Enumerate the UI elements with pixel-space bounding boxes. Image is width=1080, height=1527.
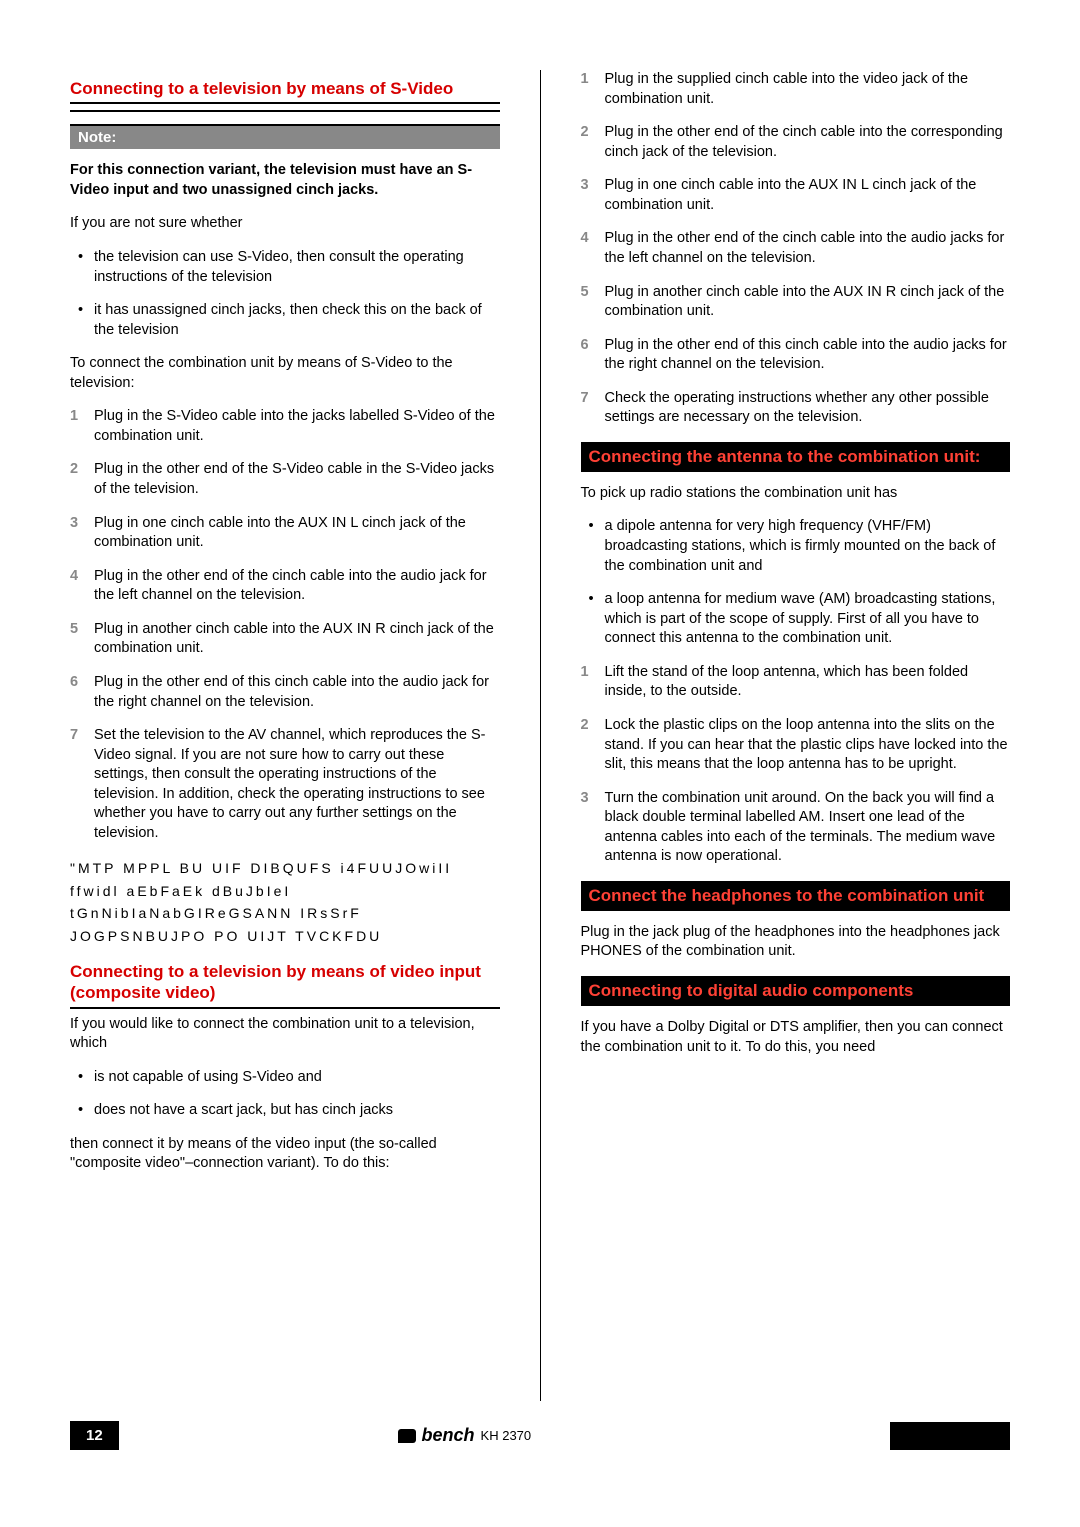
step-text: Turn the combination unit around. On the…: [605, 790, 996, 865]
step-number: 2: [70, 460, 78, 480]
paragraph: To pick up radio stations the combinatio…: [581, 484, 1011, 504]
header-text: Connecting to digital audio components: [589, 981, 914, 1000]
step-item: 3 Plug in one cinch cable into the AUX IN…: [581, 176, 1011, 215]
step-item: 4 Plug in the other end of the cinch cabl…: [581, 229, 1011, 268]
step-number: 1: [70, 407, 78, 427]
step-item: 1 Plug in the S-Video cable into the jack…: [70, 407, 500, 446]
bullet-item: is not capable of using S-Video and: [70, 1068, 500, 1088]
step-number: 4: [70, 567, 78, 587]
step-text: Plug in the other end of this cinch cabl…: [605, 337, 1007, 373]
bullet-item: it has unassigned cinch jacks, then chec…: [70, 301, 500, 340]
bullet-item: a loop antenna for medium wave (AM) broa…: [581, 590, 1011, 649]
step-number: 5: [581, 283, 589, 303]
step-text: Plug in the other end of this cinch cabl…: [94, 674, 489, 710]
step-number: 7: [581, 389, 589, 409]
step-number: 3: [581, 176, 589, 196]
step-item: 5 Plug in another cinch cable into the AU…: [581, 283, 1011, 322]
footer-center: bench KH 2370: [119, 1425, 810, 1446]
step-text: Plug in the other end of the cinch cable…: [605, 230, 1005, 266]
step-text: Plug in the other end of the cinch cable…: [94, 568, 487, 604]
bullet-item: a dipole antenna for very high frequency…: [581, 517, 1011, 576]
step-text: Lock the plastic clips on the loop anten…: [605, 717, 1008, 772]
step-number: 3: [70, 514, 78, 534]
black-header-headphones: Connect the headphones to the combinatio…: [581, 881, 1011, 911]
step-number: 4: [581, 229, 589, 249]
step-text: Plug in the other end of the S-Video cab…: [94, 461, 494, 497]
right-column: 1 Plug in the supplied cinch cable into t…: [581, 70, 1011, 1401]
step-item: 5 Plug in another cinch cable into the AU…: [70, 620, 500, 659]
brand-name: bench: [422, 1425, 475, 1446]
step-item: 2 Plug in the other end of the S-Video ca…: [70, 460, 500, 499]
left-column: Connecting to a television by means of S…: [70, 70, 500, 1401]
step-item: 6 Plug in the other end of this cinch cab…: [70, 673, 500, 712]
paragraph: To connect the combination unit by means…: [70, 354, 500, 393]
paragraph: Plug in the jack plug of the headphones …: [581, 923, 1011, 962]
step-text: Check the operating instructions whether…: [605, 390, 989, 426]
page-footer: 12 bench KH 2370: [70, 1421, 1010, 1450]
step-item: 2 Plug in the other end of the cinch cabl…: [581, 123, 1011, 162]
bullet-item: does not have a scart jack, but has cinc…: [70, 1101, 500, 1121]
note-text: For this connection variant, the televis…: [70, 161, 500, 200]
header-text: Connect the headphones to the combinatio…: [589, 886, 985, 905]
step-number: 3: [581, 789, 589, 809]
step-text: Plug in another cinch cable into the AUX…: [94, 621, 494, 657]
step-item: 4 Plug in the other end of the cinch cabl…: [70, 567, 500, 606]
numbered-steps: 1 Plug in the supplied cinch cable into t…: [581, 70, 1011, 428]
step-number: 1: [581, 70, 589, 90]
step-text: Set the television to the AV channel, wh…: [94, 727, 485, 841]
step-item: 3 Turn the combination unit around. On th…: [581, 789, 1011, 867]
step-item: 6 Plug in the other end of this cinch cab…: [581, 336, 1011, 375]
step-number: 2: [581, 716, 589, 736]
step-item: 1 Lift the stand of the loop antenna, whi…: [581, 663, 1011, 702]
header-text: Connecting the antenna to the combinatio…: [589, 447, 981, 466]
bullet-list: a dipole antenna for very high frequency…: [581, 517, 1011, 648]
step-number: 7: [70, 726, 78, 746]
paragraph: then connect it by means of the video in…: [70, 1135, 500, 1174]
step-number: 5: [70, 620, 78, 640]
black-header-antenna: Connecting the antenna to the combinatio…: [581, 442, 1011, 472]
column-divider: [540, 70, 541, 1401]
black-header-digital: Connecting to digital audio components: [581, 976, 1011, 1006]
bullet-item: the television can use S-Video, then con…: [70, 248, 500, 287]
two-column-content: Connecting to a television by means of S…: [70, 70, 1010, 1401]
step-item: 7 Set the television to the AV channel, w…: [70, 726, 500, 843]
step-text: Plug in the S-Video cable into the jacks…: [94, 408, 495, 444]
step-number: 6: [70, 673, 78, 693]
footer-bar: [890, 1422, 1010, 1450]
numbered-steps: 1 Plug in the S-Video cable into the jack…: [70, 407, 500, 843]
page: Connecting to a television by means of S…: [0, 0, 1080, 1490]
step-text: Plug in another cinch cable into the AUX…: [605, 284, 1005, 320]
step-item: 7 Check the operating instructions whethe…: [581, 389, 1011, 428]
section-title-svideo: Connecting to a television by means of S…: [70, 78, 500, 104]
step-item: 2 Lock the plastic clips on the loop ante…: [581, 716, 1011, 775]
paragraph: If you would like to connect the combina…: [70, 1015, 500, 1054]
step-text: Plug in the supplied cinch cable into th…: [605, 71, 969, 107]
intro-paragraph: If you are not sure whether: [70, 214, 500, 234]
page-number: 12: [70, 1421, 119, 1450]
step-number: 1: [581, 663, 589, 683]
section-title-composite: Connecting to a television by means of v…: [70, 961, 500, 1009]
paragraph: If you have a Dolby Digital or DTS ampli…: [581, 1018, 1011, 1057]
step-text: Lift the stand of the loop antenna, whic…: [605, 664, 969, 700]
brand-icon: [398, 1429, 416, 1443]
step-number: 6: [581, 336, 589, 356]
footer-right: [810, 1422, 1010, 1450]
step-text: Plug in the other end of the cinch cable…: [605, 124, 1003, 160]
step-text: Plug in one cinch cable into the AUX IN …: [94, 515, 466, 551]
step-text: Plug in one cinch cable into the AUX IN …: [605, 177, 977, 213]
numbered-steps: 1 Lift the stand of the loop antenna, whi…: [581, 663, 1011, 867]
note-label: Note:: [70, 124, 500, 149]
title-underline: [70, 110, 500, 112]
model-number: KH 2370: [481, 1428, 532, 1443]
step-item: 1 Plug in the supplied cinch cable into t…: [581, 70, 1011, 109]
bullet-list: the television can use S-Video, then con…: [70, 248, 500, 340]
step-number: 2: [581, 123, 589, 143]
step-item: 3 Plug in one cinch cable into the AUX IN…: [70, 514, 500, 553]
bullet-list: is not capable of using S-Video and does…: [70, 1068, 500, 1121]
spaced-reference: "MTP MPPL BU UIF DIBQUFS i4FUUJOwiII ffw…: [70, 857, 500, 947]
